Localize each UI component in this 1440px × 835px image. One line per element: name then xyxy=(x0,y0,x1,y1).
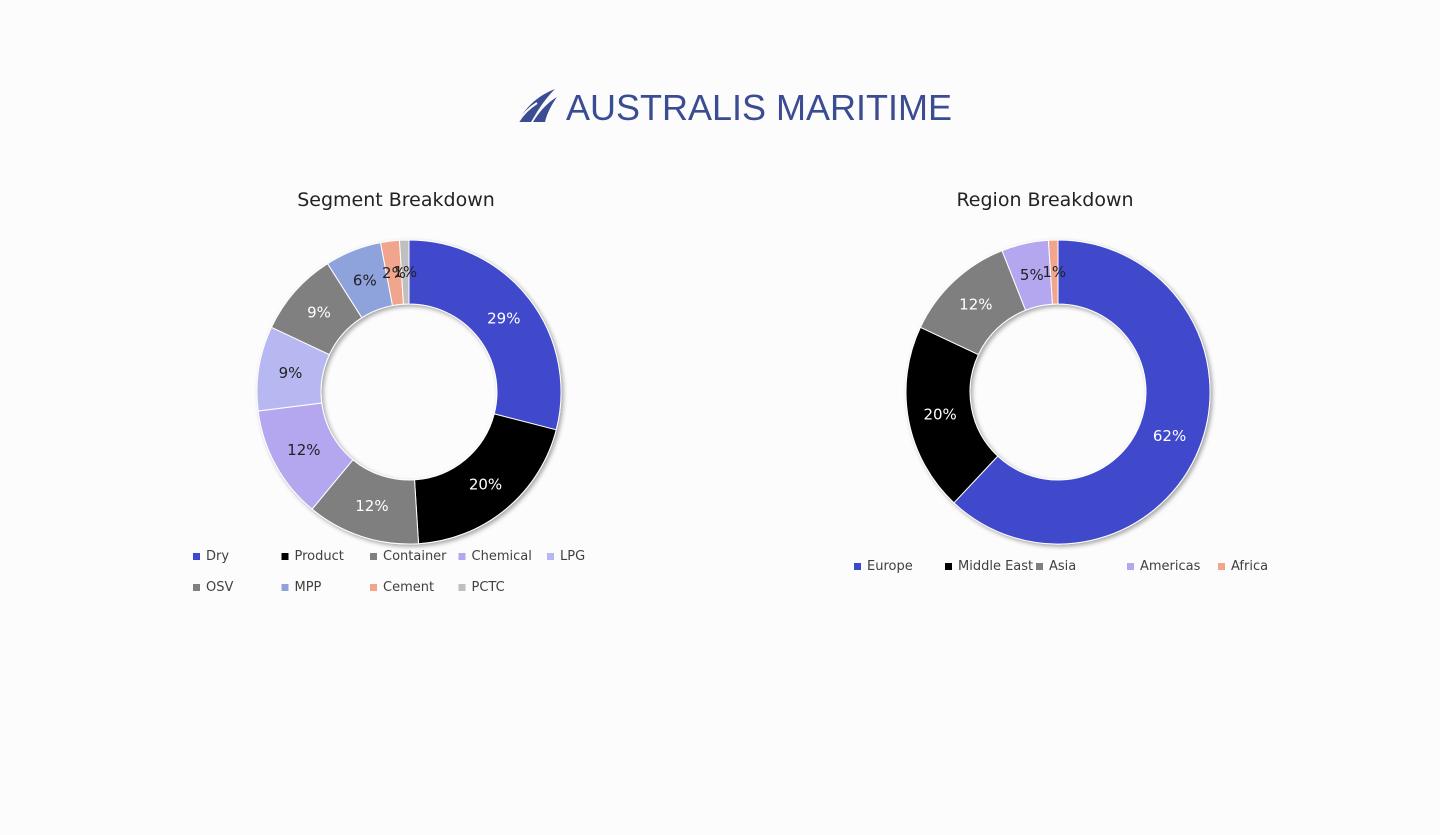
segment-legend-label: Cement xyxy=(383,580,434,595)
region-legend-item-asia: Asia xyxy=(1036,559,1076,574)
segment-legend-label: MPP xyxy=(295,580,322,595)
region-chart-title: Region Breakdown xyxy=(956,189,1133,211)
segment-legend-item-cement: Cement xyxy=(370,580,434,595)
region-breakdown-chart: Region Breakdown 62% 20% 12% 5%1% Europe Middl… xyxy=(854,189,1268,574)
region-slice-africa xyxy=(1047,239,1059,305)
region-data-label-africa: 1% xyxy=(1042,263,1066,281)
region-legend-item-africa: Africa xyxy=(1218,559,1268,574)
segment-legend-label: OSV xyxy=(206,580,233,595)
region-legend-swatch xyxy=(1036,563,1043,570)
segment-data-label-container: 12% xyxy=(355,497,388,515)
sail-logo-icon xyxy=(517,89,557,123)
region-legend-label: Africa xyxy=(1231,559,1268,574)
segment-legend-swatch xyxy=(458,553,466,560)
region-legend-label: Middle East xyxy=(958,559,1033,574)
segment-legend-label: Chemical xyxy=(472,549,532,564)
segment-data-label-product: 20% xyxy=(469,475,502,493)
segment-legend-swatch xyxy=(193,553,200,560)
segment-legend-label: LPG xyxy=(560,549,585,564)
region-legend-label: Asia xyxy=(1049,559,1076,574)
segment-legend-item-osv: OSV xyxy=(193,580,233,595)
region-legend-item-americas: Americas xyxy=(1127,559,1201,574)
segment-slice-dry xyxy=(408,239,562,431)
region-legend-item-europe: Europe xyxy=(854,559,913,574)
region-donut xyxy=(905,239,1211,545)
segment-legend-item-dry: Dry xyxy=(193,549,229,564)
region-legend-swatch xyxy=(1218,563,1225,570)
region-data-label-europe: 62% xyxy=(1153,427,1186,445)
segment-legend-item-lpg: LPG xyxy=(547,549,585,564)
region-slice-europe xyxy=(953,239,1211,545)
segment-legend-label: Container xyxy=(383,549,447,564)
segment-slice-pctc xyxy=(398,239,410,305)
segment-legend-item-container: Container xyxy=(370,549,447,564)
region-legend-swatch xyxy=(1127,563,1134,570)
segment-legend-item-mpp: MPP xyxy=(281,580,322,595)
region-legend-swatch xyxy=(945,563,952,570)
region-legend-label: Americas xyxy=(1140,559,1201,574)
segment-legend-item-pctc: PCTC xyxy=(458,580,505,595)
logo-wordmark: AUSTRALIS MARITIME xyxy=(566,87,953,128)
region-data-label-asia: 12% xyxy=(959,296,992,314)
segment-legend-label: Product xyxy=(295,549,344,564)
segment-legend-swatch xyxy=(193,584,200,591)
segment-legend-swatch xyxy=(281,584,289,591)
segment-legend-swatch xyxy=(281,553,289,560)
segment-data-label-pctc: 1% xyxy=(393,263,417,281)
segment-legend-item-product: Product xyxy=(281,549,344,564)
segment-data-label-cement: 2% xyxy=(382,264,406,282)
segment-data-label-chemical: 12% xyxy=(287,441,320,459)
segment-legend-swatch xyxy=(370,584,377,591)
region-legend-item-middle-east: Middle East xyxy=(945,559,1033,574)
segment-data-label-dry: 29% xyxy=(487,309,520,327)
segment-data-label-osv: 9% xyxy=(307,304,331,322)
segment-data-label-lpg: 9% xyxy=(279,364,303,382)
region-legend-swatch xyxy=(854,563,861,570)
segment-legend-label: Dry xyxy=(206,549,229,564)
region-data-label-americas: 5% xyxy=(1020,266,1044,284)
segment-data-label-mpp: 6% xyxy=(353,271,377,289)
segment-donut xyxy=(256,239,562,545)
segment-breakdown-chart: Segment Breakdown 29% 20% 12% 12% 9% 9% 6% 2%1% D… xyxy=(193,189,585,595)
segment-legend-swatch xyxy=(547,553,554,560)
region-data-label-middle-east: 20% xyxy=(923,405,956,423)
region-legend-label: Europe xyxy=(867,559,913,574)
segment-legend-label: PCTC xyxy=(472,580,505,595)
segment-chart-title: Segment Breakdown xyxy=(297,189,495,211)
segment-legend-item-chemical: Chemical xyxy=(458,549,532,564)
company-logo: AUSTRALIS MARITIME xyxy=(515,86,952,132)
segment-legend-swatch xyxy=(458,584,466,591)
segment-legend-swatch xyxy=(370,553,377,560)
